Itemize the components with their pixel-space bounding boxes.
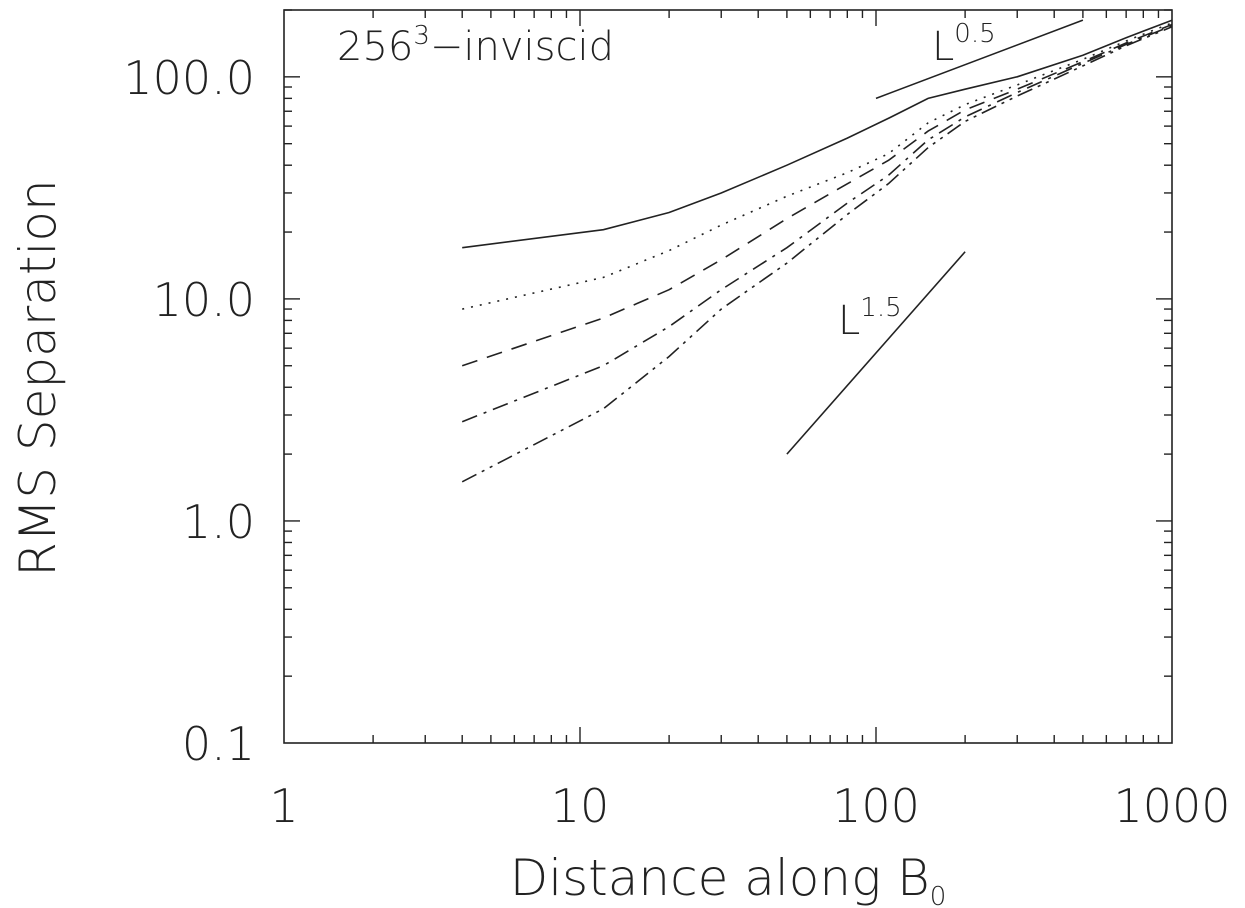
axis-tick-labels: 1 10 100 1000 0.1 1.0 10.0 100.0 [123, 51, 1230, 833]
plot-annotation: 2563−inviscid [337, 21, 614, 70]
axis-ticks [284, 9, 1172, 743]
series-line-solid [462, 19, 1173, 249]
x-tick-label: 1000 [1113, 779, 1230, 833]
series-line-dashdot [461, 24, 1173, 423]
reference-label-L0.5: L0.5 [932, 19, 996, 70]
series-line-dashed [461, 23, 1173, 367]
y-tick-label: 100.0 [123, 51, 255, 105]
data-series [461, 19, 1173, 483]
plot-frame [283, 9, 1173, 744]
reference-line-L1.5 [786, 251, 966, 455]
annotation-rest: −inviscid [430, 24, 614, 70]
series-line-dashdotdot [461, 26, 1173, 483]
reference-label-L1.5: L1.5 [838, 293, 902, 344]
reference-line-L0.5 [875, 19, 1084, 100]
annotation-base: 256 [337, 24, 413, 70]
y-axis-title: RMS Separation [9, 179, 67, 576]
annotation-sup: 3 [413, 21, 430, 51]
y-tick-label: 0.1 [182, 717, 255, 771]
y-tick-label: 1.0 [182, 495, 255, 549]
x-axis-title-subscript: 0 [930, 882, 947, 908]
x-tick-label: 1 [269, 779, 298, 833]
reference-lines: L0.5 L1.5 [786, 19, 1084, 455]
x-axis-title-main: Distance along B [510, 849, 930, 907]
x-tick-label: 10 [551, 779, 610, 833]
x-axis-title: Distance along B0 [510, 849, 947, 908]
x-tick-label: 100 [832, 779, 920, 833]
y-tick-label: 10.0 [153, 273, 255, 327]
